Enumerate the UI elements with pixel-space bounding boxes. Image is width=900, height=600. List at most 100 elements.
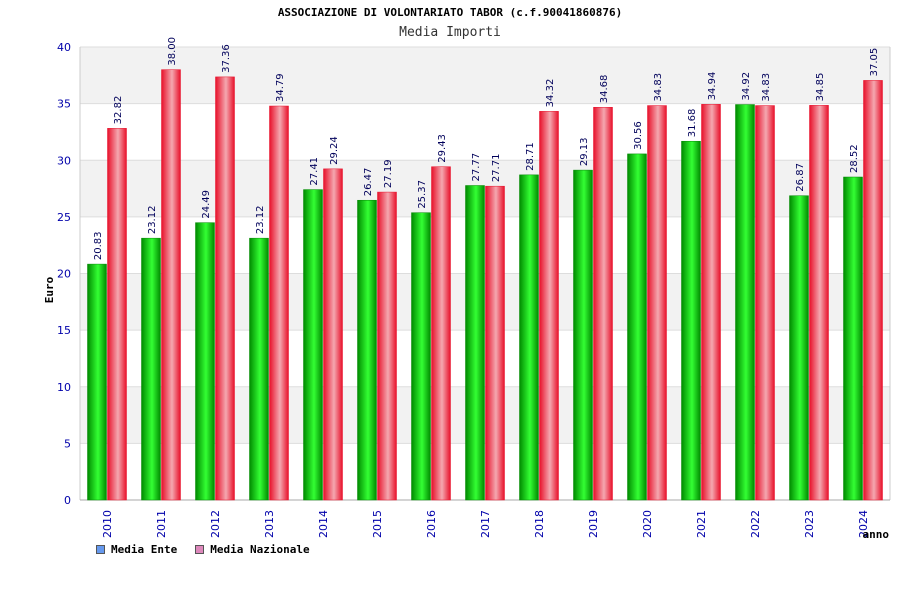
bar-media-nazionale xyxy=(107,128,127,501)
bar-media-nazionale xyxy=(701,104,721,501)
y-tick-label: 0 xyxy=(64,494,71,507)
x-tick-label: 2013 xyxy=(263,510,276,538)
data-label: 34.85 xyxy=(815,73,826,102)
data-label: 24.49 xyxy=(201,190,212,219)
x-tick-label: 2014 xyxy=(317,510,330,538)
x-tick-label: 2010 xyxy=(101,510,114,538)
data-label: 28.52 xyxy=(849,144,860,173)
x-tick-label: 2024 xyxy=(857,510,870,538)
bar-media-ente xyxy=(627,153,647,501)
data-label: 27.41 xyxy=(309,157,320,186)
x-tick-label: 2015 xyxy=(371,510,384,538)
bar-media-ente xyxy=(195,222,215,501)
data-label: 28.71 xyxy=(525,142,536,171)
data-label: 38.00 xyxy=(167,37,178,66)
y-axis-label: Euro xyxy=(43,276,56,303)
bar-media-nazionale xyxy=(215,76,235,501)
legend-item-nazionale: Media Nazionale xyxy=(195,543,310,556)
bar-media-nazionale xyxy=(323,168,343,501)
chart-title: ASSOCIAZIONE DI VOLONTARIATO TABOR (c.f.… xyxy=(277,6,623,19)
legend-label-nazionale: Media Nazionale xyxy=(210,543,310,556)
data-label: 26.47 xyxy=(363,168,374,197)
bar-media-ente xyxy=(735,104,755,501)
bar-media-ente xyxy=(303,189,323,501)
data-label: 26.87 xyxy=(795,163,806,192)
grid-band xyxy=(80,386,890,444)
data-label: 27.19 xyxy=(383,159,394,188)
data-label: 29.43 xyxy=(437,134,448,163)
data-label: 31.68 xyxy=(687,109,698,138)
data-label: 27.71 xyxy=(491,154,502,183)
y-tick-label: 40 xyxy=(57,41,71,54)
bar-media-ente xyxy=(87,263,107,501)
x-tick-label: 2023 xyxy=(803,510,816,538)
data-label: 30.56 xyxy=(633,121,644,150)
data-label: 34.79 xyxy=(275,73,286,102)
data-label: 20.83 xyxy=(93,231,104,260)
bar-media-nazionale xyxy=(539,111,559,501)
bar-media-ente xyxy=(357,199,377,501)
bar-media-ente xyxy=(249,237,269,501)
x-tick-label: 2016 xyxy=(425,510,438,538)
bar-media-nazionale xyxy=(809,105,829,501)
chart-subtitle: Media Importi xyxy=(399,25,501,40)
data-label: 25.37 xyxy=(417,180,428,209)
y-tick-label: 25 xyxy=(57,211,71,224)
data-label: 32.82 xyxy=(113,96,124,125)
data-label: 23.12 xyxy=(147,206,158,235)
data-label: 23.12 xyxy=(255,206,266,235)
x-tick-label: 2012 xyxy=(209,510,222,538)
bar-media-nazionale xyxy=(755,105,775,501)
grid-band xyxy=(80,47,890,104)
y-tick-label: 20 xyxy=(57,268,71,281)
x-axis-label: anno xyxy=(863,528,890,541)
legend-item-ente: Media Ente xyxy=(96,543,177,556)
data-label: 29.13 xyxy=(579,137,590,166)
grid-band xyxy=(80,273,890,331)
bar-media-nazionale xyxy=(647,105,667,501)
data-label: 34.83 xyxy=(761,73,772,102)
bar-media-ente xyxy=(789,195,809,501)
x-tick-label: 2017 xyxy=(479,510,492,538)
x-tick-label: 2011 xyxy=(155,510,168,538)
bar-media-nazionale xyxy=(161,69,181,501)
legend-label-ente: Media Ente xyxy=(111,543,178,556)
data-label: 37.36 xyxy=(221,44,232,73)
bar-media-ente xyxy=(843,176,863,501)
y-tick-label: 15 xyxy=(57,324,71,337)
bar-media-nazionale xyxy=(269,105,289,501)
y-tick-label: 5 xyxy=(64,437,71,450)
bar-media-nazionale xyxy=(377,191,397,501)
data-label: 34.32 xyxy=(545,79,556,108)
bar-media-ente xyxy=(681,140,701,501)
bar-media-nazionale xyxy=(485,185,505,501)
data-label: 37.05 xyxy=(869,48,880,77)
x-tick-label: 2021 xyxy=(695,510,708,538)
data-label: 27.77 xyxy=(471,153,482,182)
bar-media-nazionale xyxy=(431,166,451,501)
bar-media-ente xyxy=(141,237,161,501)
legend-swatch-nazionale xyxy=(195,545,205,554)
data-label: 34.83 xyxy=(653,73,664,102)
x-tick-label: 2020 xyxy=(641,510,654,538)
data-label: 29.24 xyxy=(329,136,340,165)
legend-swatch-ente xyxy=(96,545,105,554)
data-label: 34.92 xyxy=(741,72,752,101)
y-tick-label: 30 xyxy=(57,154,71,167)
x-tick-label: 2018 xyxy=(533,510,546,538)
bar-media-ente xyxy=(519,174,539,501)
grid-band xyxy=(80,160,890,217)
y-tick-label: 10 xyxy=(57,381,71,394)
data-label: 34.94 xyxy=(707,72,718,101)
bar-media-ente xyxy=(573,169,593,501)
bar-media-ente xyxy=(411,212,431,501)
bar-media-nazionale xyxy=(593,106,613,501)
bar-media-nazionale xyxy=(863,80,883,501)
y-tick-label: 35 xyxy=(57,98,71,111)
bar-media-ente xyxy=(465,185,485,501)
x-tick-label: 2019 xyxy=(587,510,600,538)
legend: Media Ente Media Nazionale xyxy=(96,543,310,556)
x-tick-label: 2022 xyxy=(749,510,762,538)
